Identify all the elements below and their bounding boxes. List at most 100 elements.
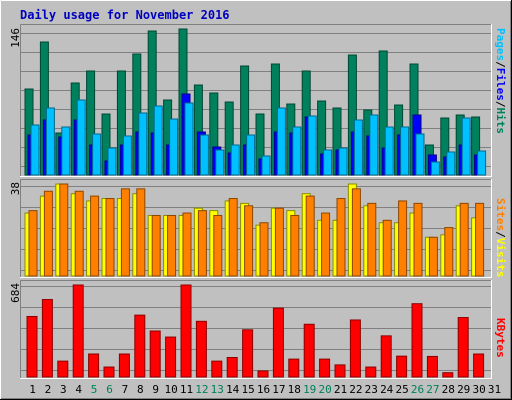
pages-bar-day-17 [276,107,286,176]
pages-bar-day-26 [415,133,425,176]
day-label-18: 18 [288,383,301,396]
sites-bar-day-4 [74,190,84,277]
kbytes-bar-day-3 [57,360,69,378]
day-label-8: 8 [137,383,144,396]
kbytes-bar-day-21 [334,364,346,378]
day-label-1: 1 [29,383,36,396]
day-label-11: 11 [180,383,193,396]
kbytes-bar-day-4 [72,284,84,378]
kbytes-bar-day-6 [103,366,115,378]
sites-bar-day-30 [475,202,485,277]
sites-bar-day-25 [398,200,408,277]
pages-bar-day-18 [292,126,302,176]
day-label-28: 28 [442,383,455,396]
kbytes-bar-day-22 [349,319,361,378]
sites-bar-day-12 [197,210,207,277]
sites-bar-day-24 [382,219,392,277]
sites-bar-day-20 [321,212,331,277]
kbytes-bar-day-2 [41,299,53,378]
pages-bar-day-24 [384,126,394,176]
sites-bar-day-5 [90,195,100,277]
sites-bar-day-8 [136,188,146,277]
sites-bar-day-19 [305,195,315,277]
day-label-4: 4 [75,383,82,396]
kbytes-bar-day-29 [457,317,469,378]
sites-bar-day-2 [43,190,53,277]
day-label-9: 9 [152,383,159,396]
legend-part: / [494,101,507,108]
day-label-20: 20 [318,383,331,396]
day-label-6: 6 [106,383,113,396]
sites-bar-day-9 [151,214,161,277]
pages-bar-day-15 [246,134,256,176]
chart-title: Daily usage for November 2016 [20,8,230,22]
pages-bar-day-27 [430,161,440,176]
pages-bar-day-3 [61,126,71,176]
day-label-10: 10 [164,383,177,396]
kbytes-bar-day-27 [426,355,438,378]
day-label-29: 29 [457,383,470,396]
day-label-13: 13 [211,383,224,396]
pages-bar-day-23 [369,114,379,176]
day-label-12: 12 [195,383,208,396]
panel-top-frame [20,24,492,177]
top-panel-legend: Pages/Files/Hits [494,28,507,134]
pages-bar-day-1 [30,124,40,176]
day-label-17: 17 [272,383,285,396]
day-label-31: 31 [488,383,501,396]
pages-bar-day-4 [76,99,86,176]
day-label-16: 16 [257,383,270,396]
pages-bar-day-20 [323,149,333,176]
kbytes-bar-day-25 [396,355,408,378]
day-label-3: 3 [60,383,67,396]
pages-bar-day-29 [461,117,471,176]
sites-bar-day-6 [105,198,115,277]
kbytes-bar-day-18 [288,358,300,378]
sites-bar-day-15 [244,205,254,277]
sites-bar-day-1 [28,210,38,277]
sites-bar-day-29 [459,202,469,277]
kbytes-bar-day-30 [473,353,485,378]
kbytes-bar-day-7 [118,353,130,378]
pages-bar-day-5 [92,133,102,176]
sites-bar-day-26 [413,202,423,277]
sites-bar-day-7 [120,188,130,277]
legend-part: / [494,61,507,68]
panel-bottom-frame [20,280,492,379]
pages-bar-day-11 [184,102,194,176]
pages-bar-day-10 [169,118,179,176]
sites-bar-day-21 [336,198,346,277]
middle-panel-ymax-label: 38 [9,182,22,195]
kbytes-bar-day-9 [149,330,161,378]
top-panel-bars [24,28,487,176]
sites-bar-day-11 [182,212,192,277]
legend-part: Files [494,68,507,101]
pages-bar-day-6 [107,147,117,176]
kbytes-bar-day-16 [257,370,269,378]
day-label-24: 24 [380,383,394,396]
sites-bar-day-22 [351,188,361,277]
kbytes-bar-day-14 [226,356,238,378]
kbytes-bar-day-17 [272,307,284,378]
kbytes-bar-day-10 [165,336,177,378]
pages-bar-day-2 [45,107,55,176]
kbytes-bar-day-11 [180,284,192,378]
day-label-27: 27 [426,383,439,396]
kbytes-bar-day-1 [26,315,38,378]
legend-part: KBytes [494,318,507,358]
pages-bar-day-12 [199,134,209,176]
legend-part: Visits [494,238,507,278]
day-label-5: 5 [91,383,98,396]
sites-bar-day-10 [167,214,177,277]
top-panel-ymax-label: 146 [9,28,22,48]
middle-panel-bars [24,183,485,277]
day-label-7: 7 [122,383,129,396]
pages-bar-day-14 [230,144,240,176]
day-label-14: 14 [226,383,240,396]
sites-bar-day-14 [228,198,238,277]
bottom-panel-ymax-label: 684 [9,283,22,303]
legend-part: Sites [494,198,507,231]
day-label-30: 30 [472,383,485,396]
pages-bar-day-16 [261,155,271,176]
day-label-25: 25 [395,383,408,396]
